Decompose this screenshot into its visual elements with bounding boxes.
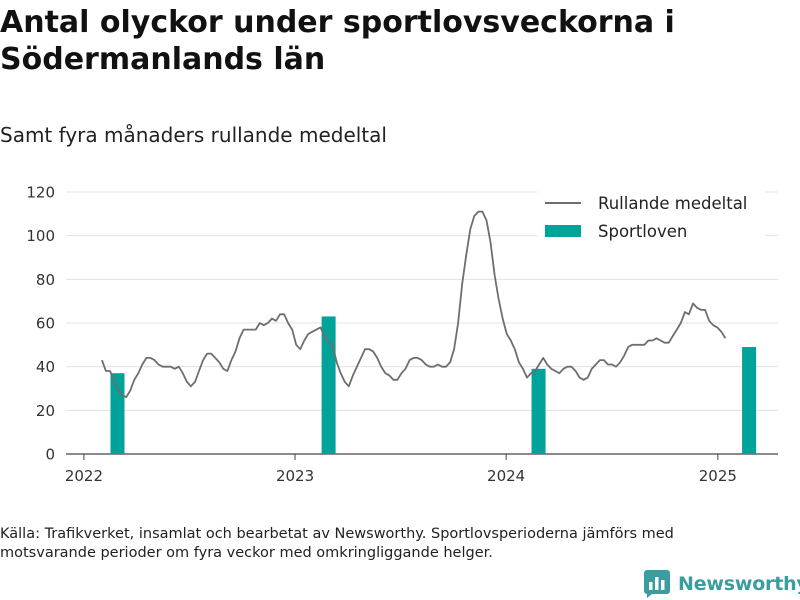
- bar-series-sportloven: [110, 316, 757, 454]
- bar-sportloven-2025: [742, 347, 757, 454]
- line-rolling-mean: [101, 210, 727, 399]
- y-tick-label: 60: [36, 315, 55, 333]
- source-footnote: Källa: Trafikverket, insamlat och bearbe…: [0, 526, 674, 561]
- y-tick-label: 40: [36, 358, 55, 376]
- chart-title: Antal olyckor under sportlovsveckorna i …: [0, 5, 675, 77]
- grid-lines: [66, 191, 778, 455]
- x-tick-label-2022: 2022: [65, 467, 103, 485]
- legend: Rullande medeltal Sportloven: [537, 188, 765, 241]
- x-tick-label-2024: 2024: [487, 467, 525, 485]
- y-tick-label: 20: [36, 402, 55, 420]
- line-series-rolling-mean: [101, 210, 727, 399]
- newsworthy-bar-chart-logo-icon: [644, 570, 670, 598]
- logo-text: Newsworthy: [678, 573, 800, 595]
- x-tick-label-2023: 2023: [276, 467, 314, 485]
- x-axis-ticks: 2022 2023 2024 2025: [65, 454, 737, 485]
- bar-sportloven-2023: [321, 316, 336, 454]
- y-tick-label: 120: [26, 184, 55, 202]
- chart-subtitle: Samt fyra månaders rullande medeltal: [0, 123, 387, 147]
- y-tick-label: 80: [36, 271, 55, 289]
- legend-label: Rullande medeltal: [598, 194, 747, 213]
- y-axis-ticks: 0 20 40 60 80 100 120: [26, 184, 55, 464]
- accident-chart: 0 20 40 60 80 100 120 2022 2023 2024 2025 Rulland…: [26, 184, 778, 485]
- newsworthy-logo: Newsworthy: [644, 568, 800, 600]
- y-tick-label: 0: [45, 446, 55, 464]
- bar-sportloven-2024: [531, 368, 546, 454]
- legend-label: Sportloven: [598, 222, 687, 241]
- y-tick-label: 100: [26, 227, 55, 245]
- x-tick-label-2025: 2025: [699, 467, 737, 485]
- bar-sportloven-2022: [110, 373, 125, 454]
- legend-swatch-bar: [545, 225, 581, 237]
